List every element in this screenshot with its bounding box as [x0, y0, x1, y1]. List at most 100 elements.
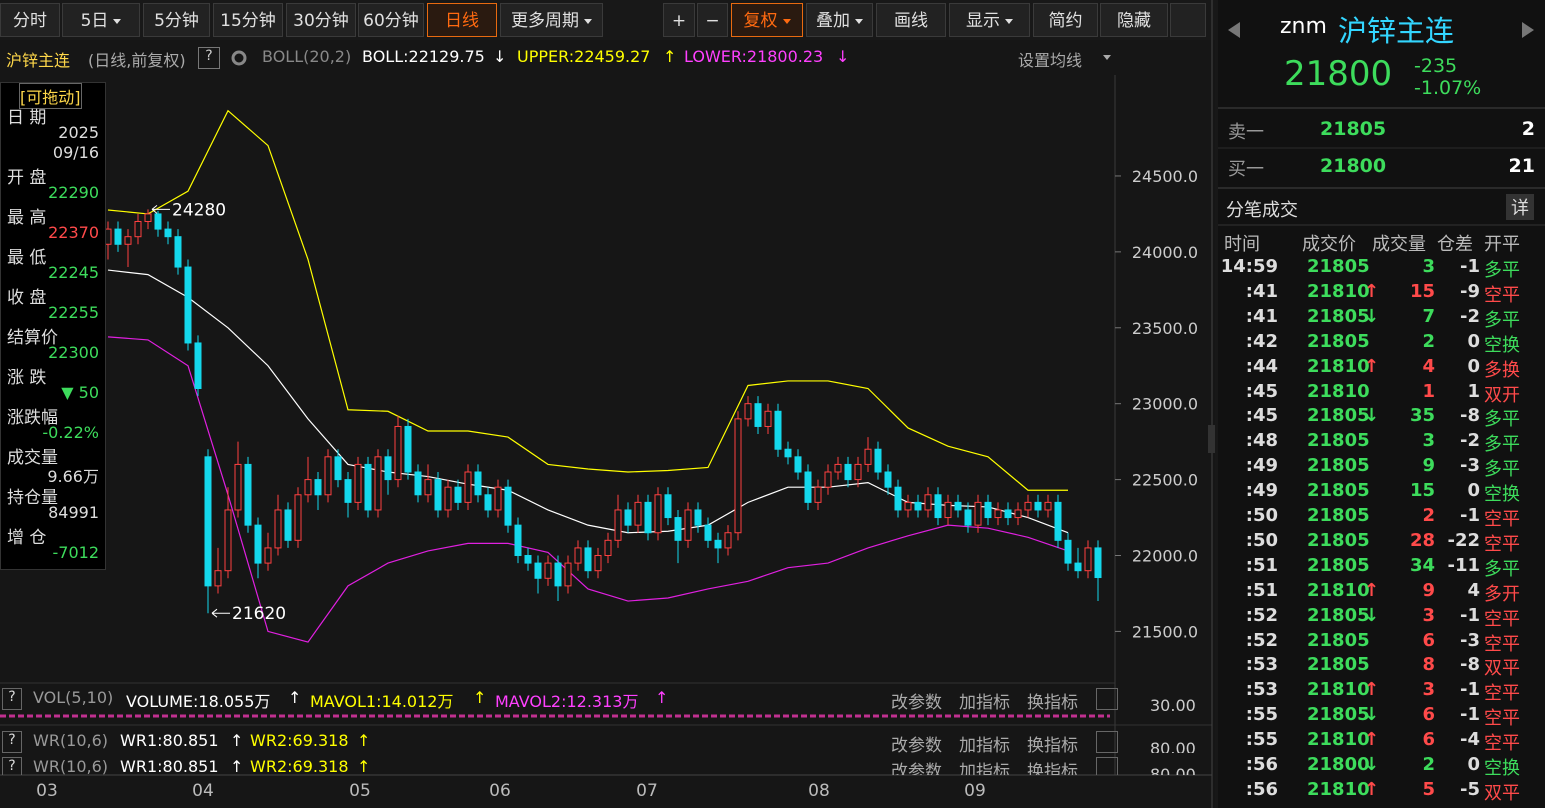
candle-body [514, 524, 522, 557]
month-label: 04 [192, 781, 214, 801]
info-value: -0.22% [42, 423, 99, 442]
tick-diff: -3 [1460, 629, 1480, 651]
tick-diff: -1 [1460, 505, 1480, 526]
tool-button[interactable]: 简约 [1033, 3, 1098, 37]
detail-button[interactable]: 详 [1506, 194, 1534, 220]
period-button[interactable]: 日线 [427, 3, 497, 37]
close-button[interactable] [1096, 731, 1118, 753]
period-button[interactable]: 30分钟 [286, 3, 356, 37]
tick-arrow: ↑ [1364, 355, 1380, 377]
fullscreen-button[interactable] [1170, 3, 1206, 37]
tick-volume: 28 [1409, 529, 1435, 551]
tick-volume: 7 [1422, 305, 1435, 327]
candle-body [134, 221, 142, 238]
tick-time: :56 [1245, 778, 1278, 800]
info-value: -7012 [52, 543, 100, 562]
candle-body [574, 547, 582, 564]
quote-decor [1218, 22, 1545, 226]
close-button[interactable] [1096, 688, 1118, 710]
indicator-action[interactable]: 换指标 [1027, 693, 1078, 713]
period-button[interactable]: 更多周期 [500, 3, 603, 37]
indicator-action[interactable]: 加指标 [959, 762, 1010, 775]
tool-button[interactable]: 显示 [949, 3, 1030, 37]
candle-body [384, 456, 392, 481]
collapse-tab[interactable] [1208, 425, 1215, 453]
period-button[interactable]: 分时 [0, 3, 60, 37]
indicator-action[interactable]: 改参数 [891, 693, 942, 713]
tool-button[interactable]: 隐藏 [1100, 3, 1168, 37]
close-button[interactable] [1096, 757, 1118, 775]
indicator-action[interactable]: 换指标 [1027, 762, 1078, 775]
tool-button[interactable]: 叠加 [806, 3, 873, 37]
candle-body [1084, 547, 1092, 572]
tick-price: 21805 [1307, 405, 1370, 427]
tick-arrow: ↑ [1364, 679, 1380, 701]
dropdown-icon [1098, 47, 1111, 66]
tool-button[interactable]: + [663, 3, 695, 37]
tick-time: :52 [1245, 604, 1278, 626]
tick-price: 21805 [1307, 629, 1370, 651]
candle-body [434, 479, 442, 511]
drag-handle[interactable]: [可拖动] [19, 83, 82, 109]
tick-price: 21805 [1307, 256, 1370, 277]
tick-time: :44 [1245, 355, 1278, 377]
tool-button[interactable]: 复权 [731, 3, 803, 37]
candle-body [1024, 501, 1032, 511]
wr-bar: ? WR(10,6) WR1:80.851 WR2:69.318 ↑ ↑ 改参数 加指标 换指标… [0, 729, 1212, 753]
candle-body [194, 342, 202, 390]
indicator-action[interactable]: 加指标 [959, 736, 1010, 753]
tick-diff: -1 [1460, 604, 1480, 626]
month-label: 09 [964, 781, 986, 801]
candle-body [1094, 547, 1102, 579]
tick-diff: -1 [1460, 256, 1480, 277]
info-label: 日 期 [7, 108, 47, 128]
period-button[interactable]: 15分钟 [213, 3, 283, 37]
y-tick-label: 22500.0 [1132, 471, 1198, 490]
tick-type: 多平 [1484, 434, 1520, 456]
tool-button[interactable]: 画线 [876, 3, 946, 37]
candle-body [464, 471, 472, 503]
quote-panel: znm 沪锌主连 21800 -235 -1.07% 卖一 21805 2 买一 21800 21 分… [1218, 0, 1545, 808]
candle-body [784, 448, 792, 458]
candle-body [124, 236, 132, 245]
settings-icon[interactable] [231, 50, 247, 66]
price-change-pct: -1.07% [1414, 77, 1482, 99]
info-label: 最 高 [7, 208, 47, 228]
tick-diff: -2 [1460, 305, 1480, 327]
indicator-action[interactable]: 改参数 [891, 762, 942, 775]
tick-arrow: ↑ [1364, 778, 1380, 800]
candle-body [164, 228, 172, 238]
tool-button[interactable]: − [697, 3, 728, 37]
candle-body [204, 456, 212, 587]
tick-diff: 4 [1467, 579, 1480, 601]
indicator-action[interactable]: 改参数 [891, 736, 942, 753]
candle-body [894, 486, 902, 511]
tick-price: 21805 [1307, 554, 1370, 576]
tick-type: 空平 [1484, 608, 1520, 630]
next-arrow[interactable] [1522, 22, 1534, 38]
period-button[interactable]: 60分钟 [358, 3, 424, 37]
help-button[interactable]: ? [2, 688, 22, 710]
help-button[interactable]: ? [2, 731, 22, 753]
prev-arrow[interactable] [1228, 22, 1240, 38]
dropdown-icon [584, 18, 592, 24]
tick-diff: -1 [1460, 679, 1480, 701]
help-button[interactable]: ? [2, 757, 22, 775]
candle-body [534, 562, 542, 579]
tick-time: :49 [1245, 455, 1278, 477]
tick-type: 双平 [1484, 658, 1520, 680]
period-button[interactable]: 5日 [62, 3, 140, 37]
help-button[interactable]: ? [198, 47, 220, 69]
candle-body [644, 501, 652, 534]
price-annotation: 24280 [172, 200, 226, 220]
candle-body [1064, 539, 1072, 564]
indicator-action[interactable]: 加指标 [959, 693, 1010, 713]
tick-type: 双开 [1484, 384, 1520, 406]
period-button[interactable]: 5分钟 [143, 3, 210, 37]
tick-time: :55 [1245, 729, 1278, 751]
tick-time: :50 [1245, 529, 1278, 551]
y-tick-label: 24000.0 [1132, 243, 1198, 262]
tick-volume: 9 [1422, 579, 1435, 601]
candle-body [794, 456, 802, 473]
indicator-action[interactable]: 换指标 [1027, 736, 1078, 753]
